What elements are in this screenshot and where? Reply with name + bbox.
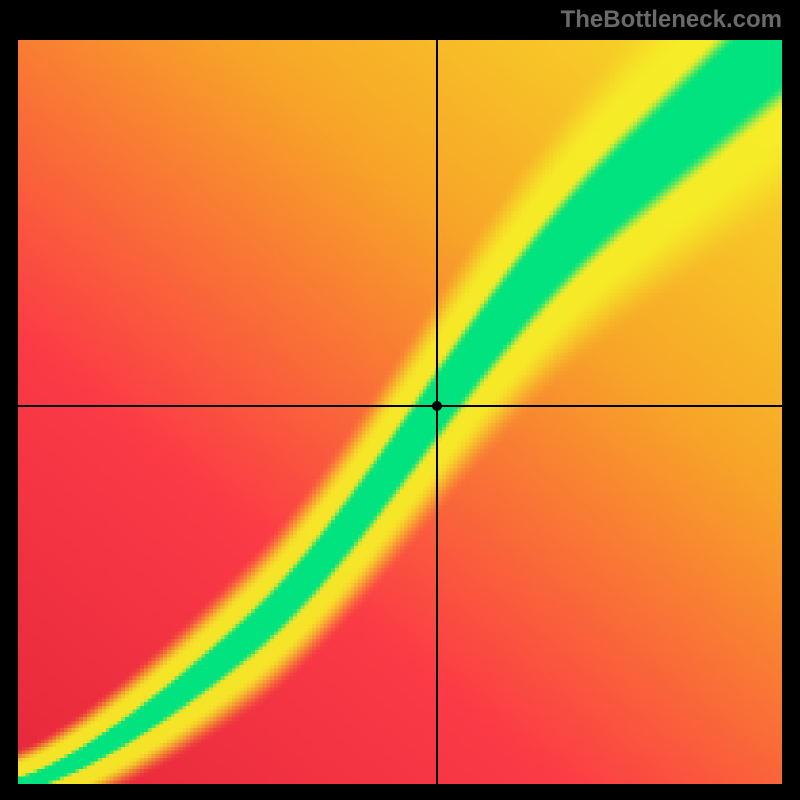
plot-area: [18, 40, 782, 784]
watermark-text: TheBottleneck.com: [561, 6, 782, 34]
crosshair-vertical: [436, 40, 438, 784]
chart-container: TheBottleneck.com: [0, 0, 800, 800]
crosshair-horizontal: [18, 405, 782, 407]
marker-dot: [432, 401, 442, 411]
heatmap-canvas: [18, 40, 782, 784]
